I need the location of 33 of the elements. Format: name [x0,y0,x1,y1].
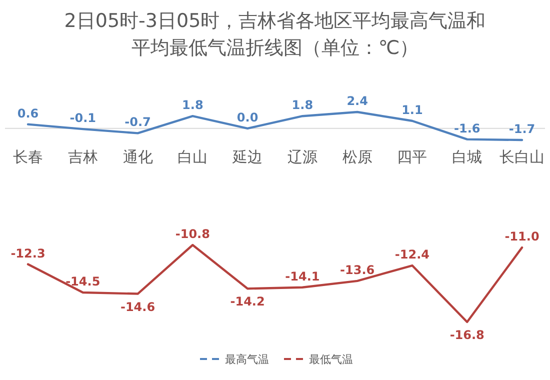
x-tick-label: 通化 [122,148,153,166]
text: 0.6 [17,106,39,120]
x-tick-label: 四平 [397,148,428,166]
text: -14.1 [285,269,320,284]
chart-title: 2日05时-3日05时，吉林省各地区平均最高气温和平均最低气温折线图（单位：℃） [63,9,487,61]
x-tick-label: 长白山 [500,148,544,166]
text: -1.7 [508,122,536,136]
text: -12.3 [10,246,46,260]
x-tick-label: 白山 [178,148,208,166]
text: -1.6 [454,121,480,136]
text: -10.8 [175,227,210,241]
text: -0.7 [124,115,151,130]
text: 0.0 [236,110,258,124]
legend-label: 最低气温 [309,353,353,366]
x-tick-label: 白城 [452,148,482,166]
x-tick-label: 延边 [232,148,263,166]
text: 1.1 [402,102,423,117]
text: -14.2 [230,294,265,309]
text: 2.4 [346,94,368,108]
text: -16.8 [450,328,484,342]
x-tick-label: 长春 [13,148,43,166]
text: -14.5 [66,274,100,288]
text: -0.1 [70,111,96,126]
text: -14.6 [120,300,156,314]
text: -12.4 [394,248,430,262]
x-tick-label: 辽源 [287,148,318,166]
legend-label: 最高气温 [225,353,269,366]
text: 1.8 [292,98,314,112]
x-tick-label: 吉林 [68,148,98,166]
x-tick-label: 松原 [342,148,372,166]
text: 1.8 [182,98,204,112]
text: -11.0 [504,230,540,244]
text: -13.6 [340,262,375,277]
